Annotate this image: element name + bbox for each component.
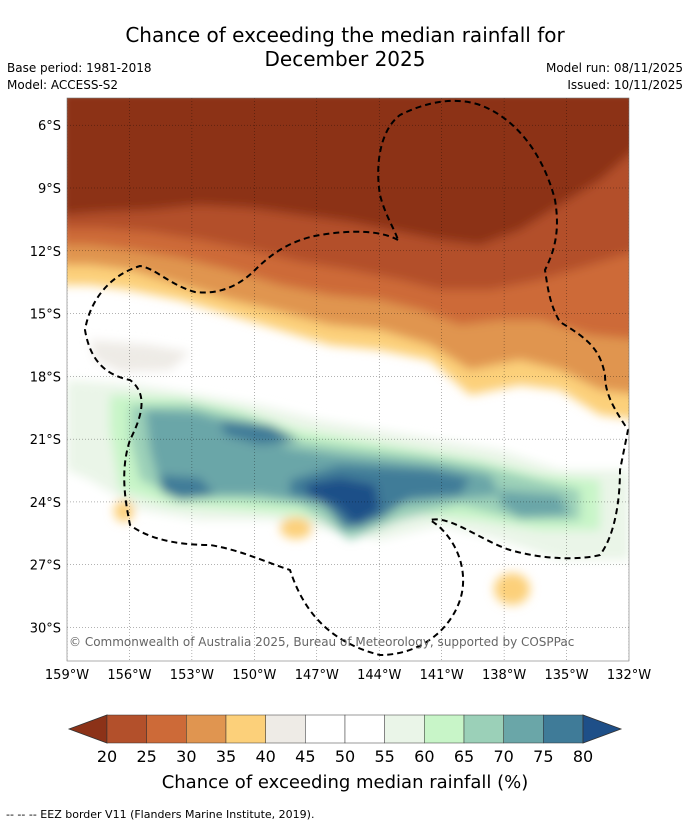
colorbar-segment xyxy=(503,714,544,744)
chart-title-line1: Chance of exceeding the median rainfall … xyxy=(125,23,565,47)
y-tick-label: 24°S xyxy=(30,496,61,511)
y-tick-label: 6°S xyxy=(38,119,61,134)
y-tick-label: 18°S xyxy=(30,370,61,385)
colorbar-tick-label: 45 xyxy=(295,747,315,766)
colorbar-tick-label: 30 xyxy=(176,747,196,766)
eez-borders xyxy=(83,99,629,657)
footer-note: -- -- -- EEZ border V11 (Flanders Marine… xyxy=(6,808,315,821)
colorbar-tick-label: 80 xyxy=(573,747,593,766)
colorbar-tick-label: 70 xyxy=(493,747,513,766)
x-tick-label: 138°W xyxy=(482,668,526,683)
y-tick-label: 12°S xyxy=(30,245,61,260)
x-tick-label: 150°W xyxy=(232,668,276,683)
colorbar-lower-arrow xyxy=(67,714,108,744)
model-run: Model run: 08/11/2025 xyxy=(545,61,683,75)
colorbar-segment xyxy=(186,714,227,744)
region-blob-3 xyxy=(494,573,530,605)
gridlines xyxy=(67,98,629,661)
y-axis-ticks: 6°S 9°S 12°S 15°S 18°S 21°S 24°S 27°S 30°S xyxy=(30,119,61,636)
region-blue xyxy=(160,420,470,530)
y-tick-label: 21°S xyxy=(30,433,61,448)
colorbar-tick-label: 25 xyxy=(136,747,156,766)
colorbar-tick-label: 55 xyxy=(374,747,394,766)
x-tick-label: 153°W xyxy=(170,668,214,683)
contour-fields xyxy=(67,98,629,605)
region-blob-1 xyxy=(280,517,312,539)
eez-french-polynesia xyxy=(83,99,629,657)
colorbar-segment xyxy=(106,714,147,744)
y-tick-label: 9°S xyxy=(38,182,61,197)
x-tick-label: 147°W xyxy=(295,668,339,683)
x-tick-label: 141°W xyxy=(420,668,464,683)
colorbar-tick-label: 40 xyxy=(255,747,275,766)
map-area: © Commonwealth of Australia 2025, Bureau… xyxy=(67,98,629,661)
x-tick-label: 144°W xyxy=(357,668,401,683)
chart-title-line2: December 2025 xyxy=(264,47,426,71)
x-tick-label: 135°W xyxy=(544,668,588,683)
colorbar-tick-label: 50 xyxy=(335,747,355,766)
colorbar-label: Chance of exceeding median rainfall (%) xyxy=(162,772,529,793)
issued-date: Issued: 10/11/2025 xyxy=(567,78,683,92)
base-period: Base period: 1981-2018 xyxy=(7,61,152,75)
colorbar-tick-label: 75 xyxy=(533,747,553,766)
map-frame xyxy=(66,97,630,662)
meta-right: Model run: 08/11/2025 Issued: 10/11/2025 xyxy=(546,60,683,94)
region-blob-2 xyxy=(114,500,134,522)
colorbar-segment xyxy=(146,714,187,744)
colorbar-upper-arrow xyxy=(582,714,623,744)
region-deep-blue xyxy=(305,478,380,525)
region-grey xyxy=(90,340,190,372)
y-tick-label: 15°S xyxy=(30,308,61,323)
colorbar-segment xyxy=(463,714,504,744)
y-tick-label: 27°S xyxy=(30,559,61,574)
x-axis-ticks: 159°W 156°W 153°W 150°W 147°W 144°W 141°W 138°W… xyxy=(45,668,651,683)
colorbar-segment xyxy=(344,714,385,744)
x-tick-label: 132°W xyxy=(607,668,651,683)
colorbar-tick-label: 60 xyxy=(414,747,434,766)
colorbar-tick-label: 20 xyxy=(97,747,117,766)
colorbar-tick-label: 65 xyxy=(454,747,474,766)
colorbar-segment xyxy=(543,714,584,744)
region-dark-brown xyxy=(67,98,629,245)
colorbar-segment xyxy=(305,714,346,744)
y-tick-label: 30°S xyxy=(30,622,61,637)
meta-left: Base period: 1981-2018 Model: ACCESS-S2 xyxy=(7,60,152,94)
colorbar-segment xyxy=(424,714,465,744)
colorbar-segment xyxy=(384,714,425,744)
colorbar-segment xyxy=(265,714,306,744)
x-tick-label: 159°W xyxy=(45,668,89,683)
model-name: Model: ACCESS-S2 xyxy=(7,78,119,92)
x-tick-label: 156°W xyxy=(107,668,151,683)
colorbar-segment xyxy=(225,714,266,744)
copyright-text: © Commonwealth of Australia 2025, Bureau… xyxy=(69,635,574,649)
colorbar: 20 25 30 35 40 45 50 55 60 65 70 75 80 xyxy=(67,714,623,766)
colorbar-tick-label: 35 xyxy=(216,747,236,766)
